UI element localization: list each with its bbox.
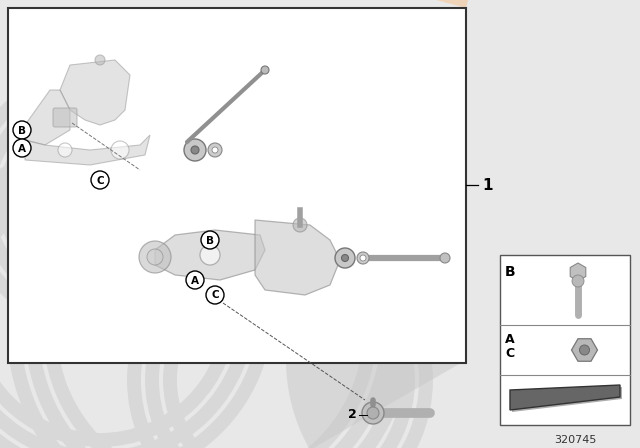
Circle shape bbox=[201, 231, 219, 249]
FancyBboxPatch shape bbox=[53, 108, 77, 127]
Circle shape bbox=[147, 249, 163, 265]
Circle shape bbox=[212, 147, 218, 153]
Text: 2: 2 bbox=[348, 409, 357, 422]
Circle shape bbox=[360, 255, 366, 261]
Text: C: C bbox=[96, 176, 104, 185]
Polygon shape bbox=[155, 230, 265, 280]
Text: 1: 1 bbox=[482, 178, 493, 193]
Circle shape bbox=[191, 146, 199, 154]
Circle shape bbox=[357, 252, 369, 264]
Wedge shape bbox=[234, 0, 528, 8]
Text: B: B bbox=[206, 236, 214, 246]
Circle shape bbox=[111, 141, 129, 159]
Circle shape bbox=[440, 253, 450, 263]
Text: B: B bbox=[505, 265, 516, 279]
Circle shape bbox=[58, 143, 72, 157]
Polygon shape bbox=[25, 135, 150, 165]
Polygon shape bbox=[255, 220, 340, 295]
Circle shape bbox=[95, 55, 105, 65]
Circle shape bbox=[13, 121, 31, 139]
Polygon shape bbox=[512, 387, 622, 412]
Bar bbox=[500, 255, 630, 425]
Circle shape bbox=[362, 402, 384, 424]
Wedge shape bbox=[286, 204, 466, 448]
Circle shape bbox=[186, 271, 204, 289]
Text: B: B bbox=[18, 125, 26, 135]
Circle shape bbox=[91, 171, 109, 189]
Circle shape bbox=[261, 66, 269, 74]
Circle shape bbox=[184, 139, 206, 161]
Circle shape bbox=[293, 218, 307, 232]
Circle shape bbox=[335, 248, 355, 268]
Bar bbox=[8, 8, 466, 363]
Circle shape bbox=[139, 241, 171, 273]
Text: C: C bbox=[505, 347, 514, 360]
Circle shape bbox=[206, 286, 224, 304]
Circle shape bbox=[367, 407, 379, 419]
Text: 320745: 320745 bbox=[554, 435, 596, 445]
Polygon shape bbox=[60, 60, 130, 125]
Circle shape bbox=[572, 275, 584, 287]
Polygon shape bbox=[25, 90, 70, 145]
Circle shape bbox=[208, 143, 222, 157]
Circle shape bbox=[13, 139, 31, 157]
Circle shape bbox=[342, 254, 349, 262]
Circle shape bbox=[579, 345, 589, 355]
Text: A: A bbox=[505, 333, 515, 346]
Circle shape bbox=[200, 245, 220, 265]
Text: A: A bbox=[191, 276, 199, 285]
Text: A: A bbox=[18, 143, 26, 154]
Polygon shape bbox=[510, 385, 620, 410]
Text: C: C bbox=[211, 290, 219, 301]
